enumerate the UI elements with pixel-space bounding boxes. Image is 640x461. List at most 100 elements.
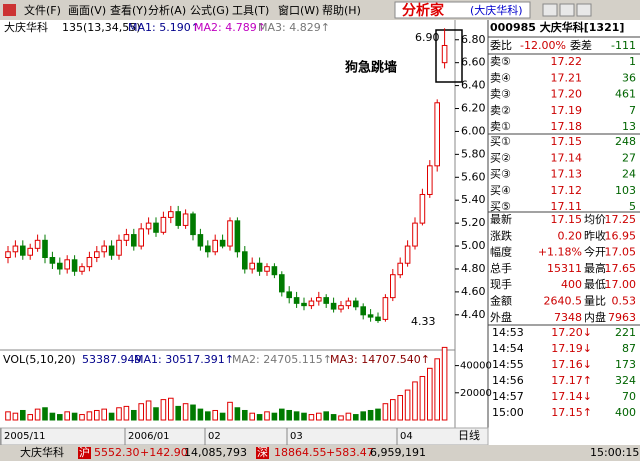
date-label: 2006/01 (128, 431, 170, 442)
tick-time: 14:53 (492, 326, 524, 339)
tick-volume: 324 (615, 374, 636, 387)
stat-label: 最高 (584, 261, 606, 275)
y-tick-label: 6.80 (461, 33, 486, 46)
candle-body (345, 300, 352, 307)
menu-item[interactable]: 窗口(W) (278, 3, 319, 17)
vol-bar (108, 412, 115, 421)
vol-bar (293, 411, 300, 421)
stat-label: 内盘 (584, 310, 606, 324)
menu-item[interactable]: 文件(F) (24, 3, 61, 17)
y-tick-label: 4.60 (461, 285, 486, 298)
candle-body (293, 297, 300, 304)
y-tick-label: 4.40 (461, 308, 486, 321)
date-bar (0, 427, 489, 446)
menu-item[interactable]: 查看(Y) (110, 3, 147, 17)
minimize[interactable] (542, 3, 558, 17)
book-price: 17.18 (551, 120, 583, 133)
stat-value: 17.65 (605, 262, 637, 275)
candle-body (382, 297, 389, 320)
candle-body (308, 300, 315, 307)
maximize[interactable] (559, 3, 575, 17)
diff-value: -111 (611, 39, 636, 52)
app-icon (3, 4, 16, 16)
logo: 分析家 (402, 2, 445, 19)
vol-bar (182, 403, 189, 421)
book-price: 17.15 (551, 135, 583, 148)
menu-item[interactable]: 公式(G) (190, 4, 229, 17)
tick-time: 14:55 (492, 358, 524, 371)
vol-bar (264, 411, 270, 421)
candle-body (434, 102, 440, 167)
candle-body (397, 262, 403, 276)
y-tick-label: 6.20 (461, 102, 486, 115)
vol-bar (94, 409, 100, 421)
candle-body (279, 274, 285, 293)
menu-item[interactable]: 帮助(H) (322, 3, 361, 17)
tick-price: 17.17↑ (551, 374, 592, 387)
ma2: MA2: 4.789↑ (194, 21, 266, 34)
candle-body (205, 245, 211, 253)
candle-body (441, 44, 448, 64)
vol-bar (197, 408, 204, 421)
candle-body (227, 220, 233, 247)
tick-price: 17.16↓ (551, 358, 592, 371)
y-tick-label: 6.60 (461, 56, 486, 69)
menu-item[interactable]: 工具(T) (232, 4, 269, 17)
candle-body (338, 305, 344, 310)
book-label: 卖⑤ (490, 55, 511, 68)
vol-ma2: MA2: 24705.115↑ (232, 353, 332, 366)
candle-body (234, 220, 241, 253)
menu-item[interactable]: 分析(A) (148, 3, 186, 17)
vol-bar (175, 405, 181, 421)
stat-value: 17.00 (605, 278, 637, 291)
indicator: 135(13,34,55) (62, 21, 141, 34)
candle-body (264, 266, 270, 272)
candle-body (160, 216, 167, 233)
logo-box (394, 1, 531, 19)
candle-body (404, 245, 411, 264)
candle-body (5, 251, 11, 259)
candle-body (353, 300, 359, 308)
vol-bar (101, 408, 108, 421)
vol-bar (390, 399, 396, 421)
stat-value: 2640.5 (544, 295, 583, 308)
candle-body (360, 306, 366, 316)
vol-bar (271, 412, 278, 421)
book-volume: 27 (622, 151, 636, 164)
stat-value: 0.53 (612, 295, 637, 308)
stat-value: 17.15 (551, 213, 583, 226)
book-price: 17.12 (551, 184, 583, 197)
vol-bar (301, 412, 307, 421)
chart-area (0, 20, 488, 445)
vol-bar (123, 405, 130, 421)
candle-body (116, 239, 122, 256)
candle-body (34, 239, 41, 249)
stat-label: 最低 (584, 278, 606, 291)
tick-time: 14:57 (492, 390, 524, 403)
vol-bar (279, 408, 285, 421)
sz: 深 (257, 446, 268, 459)
sh-volume: 14,085,793 (184, 446, 247, 459)
sz-index: 18864.55 (274, 446, 327, 459)
tick-volume: 400 (615, 406, 636, 419)
candle-body (108, 245, 115, 256)
candle-body (412, 222, 418, 247)
stat-label: 总手 (490, 261, 512, 275)
stat-value: 400 (561, 278, 582, 291)
vol-bar (382, 403, 389, 421)
vol-bar (338, 415, 344, 421)
tick-volume: 87 (622, 342, 636, 355)
stat-value: 17.05 (605, 246, 637, 259)
stat-label: 外盘 (490, 310, 512, 324)
close[interactable] (576, 3, 592, 17)
candle-body (182, 213, 189, 226)
menu-item[interactable]: 画面(V) (68, 4, 106, 17)
stat-label: 金额 (490, 294, 512, 308)
book-label: 买⑤ (490, 200, 511, 213)
book-label: 卖④ (490, 71, 511, 84)
book-volume: 5 (629, 200, 636, 213)
period: 日线 (458, 428, 480, 442)
vol-bar (412, 381, 418, 421)
tick-volume: 173 (615, 358, 636, 371)
book-label: 卖③ (490, 88, 511, 101)
